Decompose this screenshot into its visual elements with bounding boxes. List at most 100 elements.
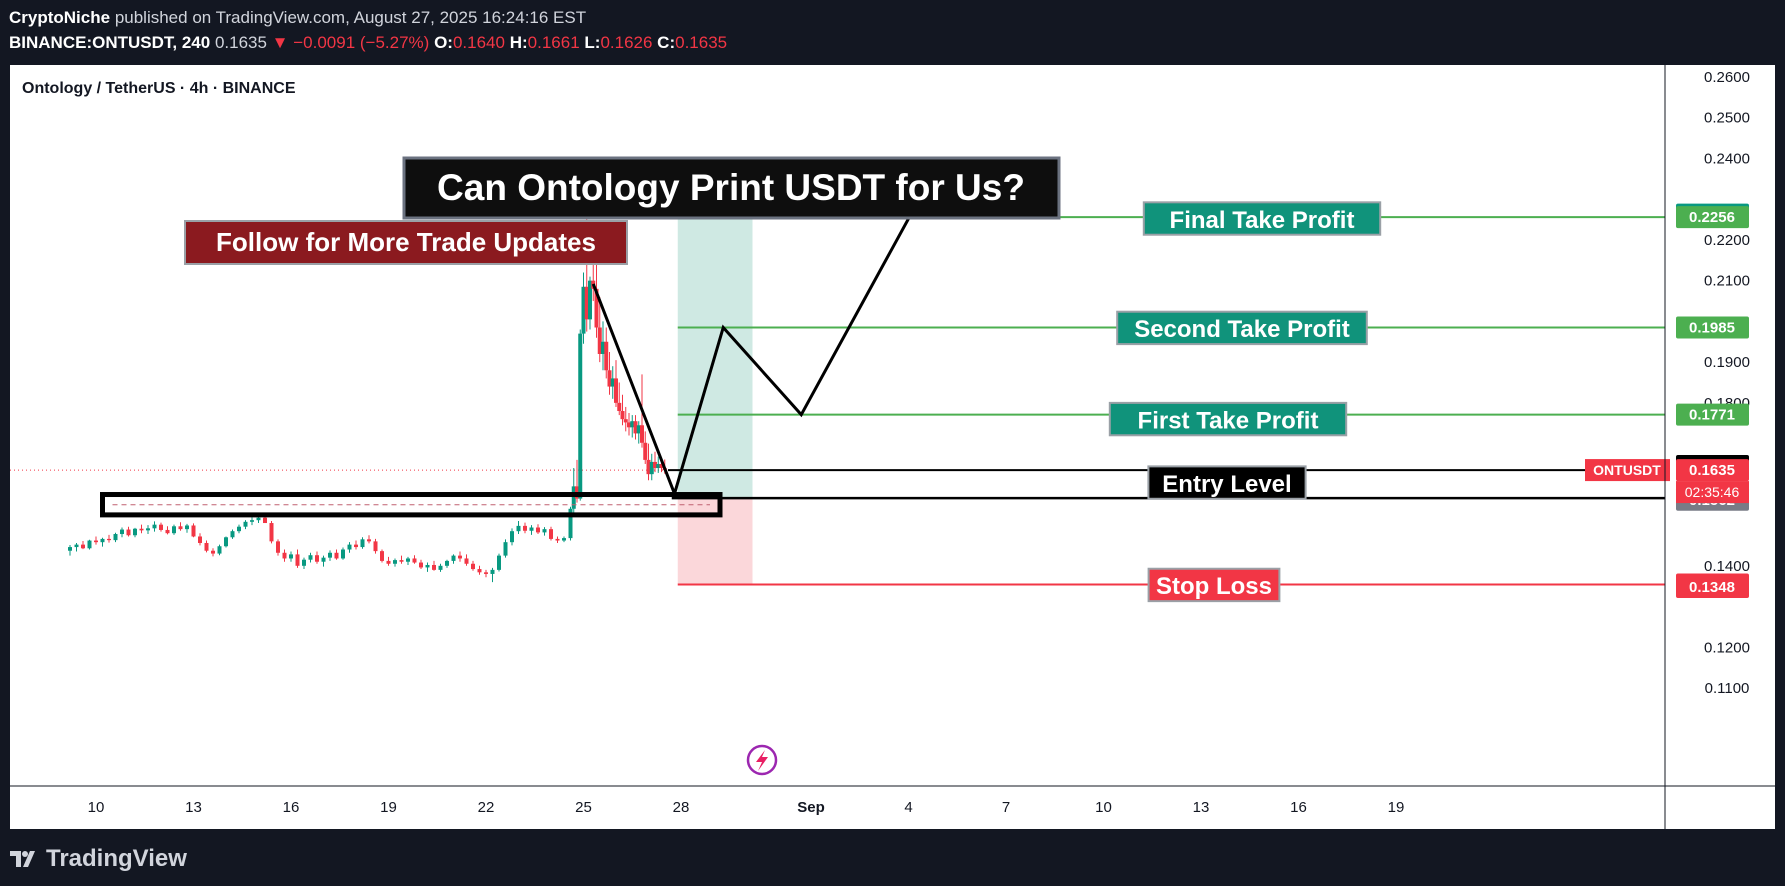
- price-tag: 0.1635: [1676, 459, 1749, 482]
- price-tag-bg: [1676, 206, 1749, 229]
- candle-body: [165, 529, 170, 534]
- price-chart[interactable]: Final Take Profit Second Take Profit First…: [10, 65, 1775, 829]
- chart-title: Ontology / TetherUS · 4h · BINANCE: [22, 80, 296, 97]
- y-tick-label: 0.2500: [1704, 110, 1750, 127]
- candle-body: [263, 517, 267, 524]
- x-tick-label: 10: [1095, 799, 1112, 816]
- candle-body: [656, 463, 661, 469]
- candle-body: [243, 521, 248, 527]
- countdown-bg: [1676, 481, 1749, 504]
- candle-body: [250, 520, 254, 522]
- open-label: O:: [434, 33, 453, 52]
- candle-body: [237, 526, 241, 532]
- candle-body: [601, 341, 605, 354]
- candle-body: [659, 463, 664, 469]
- high-value: 0.1661: [527, 33, 580, 52]
- candle-body: [536, 527, 540, 533]
- price-tag-label: 0.1635: [1689, 462, 1735, 479]
- candle-body: [308, 555, 313, 560]
- candle-body: [438, 565, 443, 570]
- price-tag: 0.1985: [1676, 316, 1749, 339]
- candle-body: [74, 544, 79, 548]
- candle-body: [282, 552, 287, 559]
- candle-body: [224, 537, 228, 547]
- candle-body: [146, 528, 150, 531]
- candle-body: [490, 569, 495, 574]
- chart-frame[interactable]: Final Take Profit Second Take Profit First…: [10, 65, 1775, 829]
- y-tick-label: 0.2200: [1704, 232, 1750, 249]
- candle-body: [198, 536, 202, 543]
- price-tag: 0.1771: [1676, 403, 1749, 426]
- candle-body: [172, 526, 176, 534]
- candle-body: [321, 557, 326, 562]
- candle-body: [419, 562, 423, 568]
- candle-body: [328, 552, 332, 558]
- countdown-tag: 02:35:46: [1676, 481, 1749, 504]
- first-take-profit-label: First Take Profit: [1138, 407, 1319, 434]
- candle-body: [597, 327, 602, 354]
- x-tick-label: 19: [380, 799, 397, 816]
- price-tag: 0.1348: [1676, 575, 1749, 598]
- candle-body: [617, 402, 622, 412]
- author-name[interactable]: CryptoNiche: [9, 8, 111, 27]
- candle-body: [516, 525, 521, 532]
- candle-body: [87, 540, 92, 549]
- candle-body: [393, 560, 397, 564]
- y-tick-label: 0.1200: [1704, 639, 1750, 656]
- candle-body: [604, 341, 609, 371]
- loss-zone: [677, 498, 753, 585]
- candle-body: [120, 529, 124, 535]
- price-tag-bg: [1676, 575, 1749, 598]
- first-take-profit-label-box: First Take Profit: [1108, 401, 1348, 437]
- candle-body: [523, 525, 527, 531]
- candle-body: [529, 527, 534, 531]
- candle-body: [367, 539, 371, 542]
- candle-body: [178, 526, 183, 530]
- candle-body: [627, 422, 631, 428]
- y-tick-label: 0.1400: [1704, 558, 1750, 575]
- candle-body: [497, 555, 501, 570]
- x-tick-label: 16: [283, 799, 300, 816]
- first-take-profit-label-bg: [1108, 401, 1348, 437]
- publish-text: published on TradingView.com, August 27,…: [114, 8, 587, 27]
- candle-body: [425, 564, 430, 568]
- entry-level-label-box: Entry Level: [1147, 465, 1307, 500]
- candle-body: [406, 558, 410, 562]
- candle-body: [584, 286, 589, 320]
- candle-body: [373, 541, 378, 552]
- x-tick-label: 25: [575, 799, 592, 816]
- candle-body: [510, 531, 514, 543]
- final-take-profit-label-box: Final Take Profit: [1142, 201, 1382, 236]
- headline-box: Can Ontology Print USDT for Us?: [402, 156, 1061, 220]
- candle-body: [471, 563, 475, 570]
- candle-body: [549, 529, 553, 539]
- candle-body: [354, 544, 358, 548]
- candle-body: [464, 558, 469, 564]
- final-take-profit-label: Final Take Profit: [1170, 207, 1355, 234]
- candle-body: [341, 549, 345, 559]
- stop-loss-label-box: Stop Loss: [1147, 567, 1281, 603]
- tradingview-wordmark: TradingView: [46, 845, 187, 872]
- candle-body: [133, 528, 137, 536]
- candle-body: [230, 531, 235, 538]
- candle-body: [107, 538, 111, 541]
- candle-body: [68, 547, 72, 551]
- candle-body: [640, 425, 644, 443]
- candle-body: [588, 280, 592, 320]
- symbol-tag: ONTUSDT: [1585, 459, 1670, 482]
- price-tag-label: 0.1771: [1689, 407, 1735, 424]
- candle-body: [412, 558, 417, 563]
- candle-body: [649, 461, 654, 475]
- lightning-icon[interactable]: [746, 744, 778, 776]
- close-label: C:: [657, 33, 676, 52]
- candle-body: [620, 411, 625, 420]
- stop-loss-label: Stop Loss: [1156, 573, 1272, 600]
- tradingview-footer[interactable]: TradingView: [10, 845, 187, 873]
- candle-body: [185, 525, 189, 530]
- low-value: 0.1626: [600, 33, 653, 52]
- candle-body: [289, 554, 293, 559]
- entry-level-label: Entry Level: [1162, 471, 1291, 498]
- candle-body: [81, 544, 85, 549]
- candle-body: [653, 461, 657, 469]
- x-tick-label: 28: [673, 799, 690, 816]
